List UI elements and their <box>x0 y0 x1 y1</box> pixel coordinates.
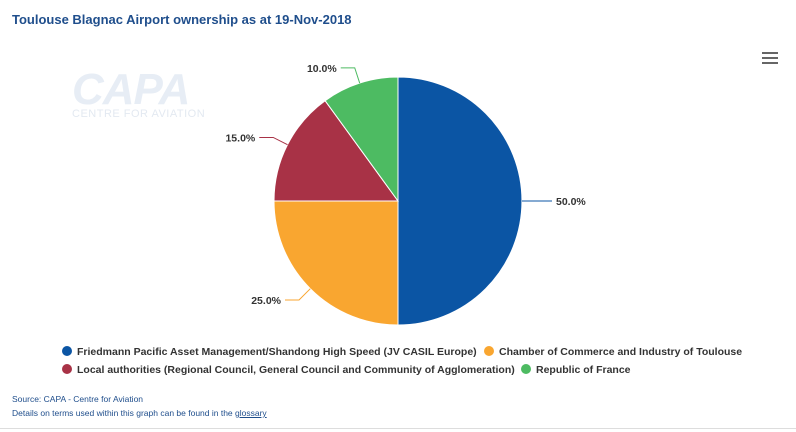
pie-slice-republic-of-france[interactable] <box>324 76 399 203</box>
glossary-link[interactable]: glossary <box>235 408 267 418</box>
legend-label: Republic of France <box>536 364 631 376</box>
legend-item-chamber-of-commerce[interactable]: Chamber of Commerce and Industry of Toul… <box>484 346 742 358</box>
legend-dot <box>62 364 72 374</box>
data-label-connector <box>340 67 361 84</box>
pie-slice-local-authorities[interactable] <box>273 99 399 202</box>
legend-dot <box>521 364 531 374</box>
data-label: 15.0% <box>225 132 255 144</box>
bottom-divider <box>0 428 796 429</box>
pie-slice-friedmann[interactable] <box>397 76 523 326</box>
legend-dot <box>484 346 494 356</box>
legend-label: Local authorities (Regional Council, Gen… <box>77 364 515 376</box>
data-label-connector <box>285 288 311 301</box>
footer-details: Details on terms used within this graph … <box>12 408 267 418</box>
capa-watermark-logo: CAPA CENTRE FOR AVIATION <box>72 65 206 121</box>
legend-dot <box>62 346 72 356</box>
footer-details-text: Details on terms used within this graph … <box>12 408 236 418</box>
chart-title: Toulouse Blagnac Airport ownership as at… <box>12 12 352 27</box>
legend-item-republic-of-france[interactable]: Republic of France <box>521 364 631 376</box>
watermark-sub: CENTRE FOR AVIATION <box>72 108 206 120</box>
legend-label: Friedmann Pacific Asset Management/Shand… <box>77 346 477 358</box>
data-label: 10.0% <box>307 63 337 75</box>
footer-source: Source: CAPA - Centre for Aviation <box>12 394 144 404</box>
pie-slice-chamber-of-commerce[interactable] <box>273 200 399 326</box>
legend-item-local-authorities[interactable]: Local authorities (Regional Council, Gen… <box>62 364 515 376</box>
data-label-connector <box>259 136 288 146</box>
hamburger-menu-icon[interactable] <box>762 52 778 66</box>
watermark-main: CAPA <box>72 65 190 114</box>
data-label: 50.0% <box>556 196 586 208</box>
data-label: 25.0% <box>251 295 281 307</box>
legend-item-friedmann[interactable]: Friedmann Pacific Asset Management/Shand… <box>62 346 477 358</box>
legend-label: Chamber of Commerce and Industry of Toul… <box>499 346 743 358</box>
